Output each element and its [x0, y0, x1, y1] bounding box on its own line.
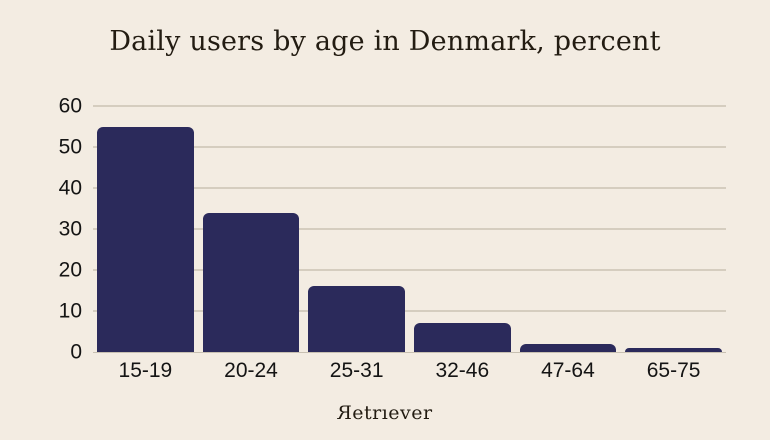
y-tick-label: 40	[58, 176, 82, 200]
gridline	[93, 269, 726, 271]
bar-32-46	[413, 323, 511, 352]
y-tick-label: 30	[58, 217, 82, 241]
gridline	[93, 105, 726, 107]
y-tick-label: 50	[58, 135, 82, 159]
brand-logo: Retrıever	[0, 402, 770, 424]
x-tick-label: 25-31	[329, 359, 384, 382]
y-tick-label: 60	[58, 94, 82, 118]
x-tick-label: 47-64	[541, 359, 595, 382]
x-tick-label: 20-24	[224, 359, 278, 382]
y-axis: 0 10 20 30 40 50 60	[0, 96, 82, 363]
y-tick-label: 10	[58, 299, 82, 323]
x-tick-label: 32-46	[435, 359, 490, 382]
gridline	[93, 146, 726, 148]
x-tick-label: 65-75	[646, 359, 701, 382]
chart-title: Daily users by age in Denmark, percent	[109, 26, 661, 57]
bar-47-64	[519, 343, 617, 352]
plot-area	[93, 105, 726, 353]
bars-row	[93, 106, 726, 352]
bar-20-24	[202, 212, 300, 352]
y-tick-label: 20	[58, 258, 82, 282]
gridline	[93, 187, 726, 189]
bar-25-31	[308, 286, 406, 352]
brand-logo-flipped-r: R	[337, 402, 353, 424]
x-axis: 15-19 20-24 25-31 32-46 47-64 65-75	[93, 360, 726, 381]
brand-logo-text: etrıever	[352, 402, 433, 424]
bar-65-75	[625, 347, 722, 352]
y-tick-label: 0	[70, 340, 82, 364]
gridline	[93, 310, 726, 312]
gridline	[93, 228, 726, 230]
x-tick-label: 15-19	[118, 359, 173, 382]
bar-15-19	[97, 126, 194, 352]
